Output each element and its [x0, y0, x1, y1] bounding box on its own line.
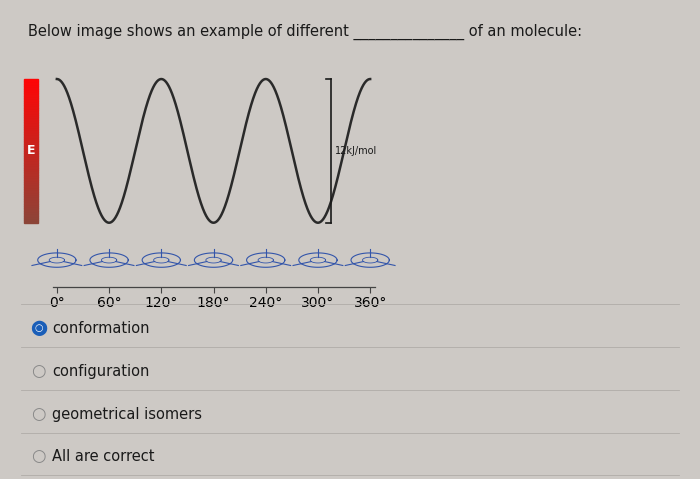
- Bar: [24, 98, 38, 101]
- Bar: [24, 120, 38, 122]
- Text: conformation: conformation: [52, 320, 150, 336]
- Bar: [24, 156, 38, 158]
- Text: All are correct: All are correct: [52, 448, 155, 464]
- Bar: [24, 160, 38, 163]
- Bar: [24, 189, 38, 192]
- Bar: [24, 89, 38, 91]
- Bar: [24, 117, 38, 120]
- Bar: [24, 153, 38, 156]
- Bar: [24, 216, 38, 218]
- Bar: [24, 108, 38, 110]
- Bar: [24, 196, 38, 199]
- Bar: [24, 105, 38, 108]
- Bar: [24, 115, 38, 117]
- Bar: [24, 127, 38, 129]
- Bar: [24, 192, 38, 194]
- Bar: [24, 137, 38, 139]
- Bar: [24, 168, 38, 170]
- Bar: [24, 113, 38, 115]
- Bar: [24, 146, 38, 148]
- Bar: [24, 148, 38, 151]
- Bar: [24, 122, 38, 125]
- Bar: [24, 86, 38, 89]
- Bar: [24, 213, 38, 216]
- Bar: [24, 170, 38, 172]
- Bar: [24, 201, 38, 204]
- Bar: [24, 172, 38, 175]
- Bar: [24, 194, 38, 196]
- Bar: [24, 103, 38, 105]
- Bar: [24, 187, 38, 189]
- Bar: [24, 125, 38, 127]
- Bar: [24, 141, 38, 144]
- Bar: [24, 211, 38, 213]
- Bar: [24, 132, 38, 134]
- Bar: [24, 134, 38, 137]
- Bar: [24, 81, 38, 84]
- Text: Below image shows an example of different _______________ of an molecule:: Below image shows an example of differen…: [28, 24, 582, 40]
- Bar: [24, 199, 38, 201]
- Text: ○: ○: [32, 447, 46, 465]
- Bar: [24, 184, 38, 187]
- Bar: [24, 206, 38, 208]
- Bar: [24, 208, 38, 211]
- Bar: [24, 175, 38, 177]
- Text: ○: ○: [32, 405, 46, 423]
- Bar: [24, 158, 38, 160]
- Bar: [24, 151, 38, 153]
- Bar: [24, 180, 38, 182]
- Text: ⬤: ⬤: [30, 320, 47, 336]
- Bar: [24, 177, 38, 180]
- Bar: [24, 129, 38, 132]
- Bar: [24, 182, 38, 184]
- Bar: [24, 165, 38, 168]
- Bar: [24, 79, 38, 81]
- Bar: [24, 91, 38, 93]
- Bar: [24, 218, 38, 220]
- Bar: [24, 93, 38, 96]
- Bar: [24, 163, 38, 165]
- Bar: [24, 84, 38, 86]
- Bar: [24, 101, 38, 103]
- Text: ○: ○: [34, 323, 43, 333]
- Text: ○: ○: [32, 362, 46, 380]
- Bar: [24, 110, 38, 113]
- Bar: [24, 204, 38, 206]
- Bar: [24, 144, 38, 146]
- Text: configuration: configuration: [52, 364, 150, 379]
- Text: geometrical isomers: geometrical isomers: [52, 407, 202, 422]
- Text: E: E: [27, 144, 35, 158]
- Bar: [24, 139, 38, 141]
- Text: 12kJ/mol: 12kJ/mol: [335, 146, 377, 156]
- Bar: [24, 96, 38, 98]
- Bar: [24, 220, 38, 223]
